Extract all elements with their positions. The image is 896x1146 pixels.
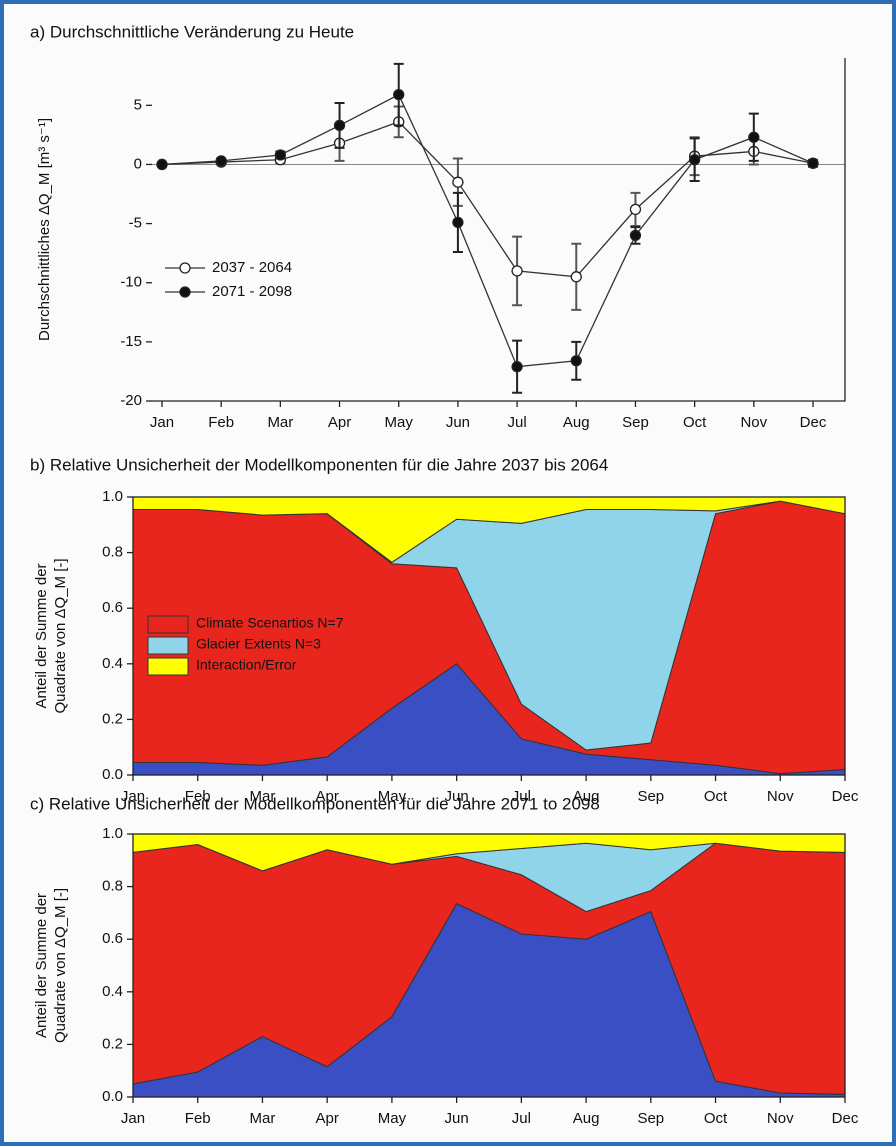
y-tick-label: -5	[129, 215, 142, 232]
x-tick-label: Dec	[832, 788, 859, 805]
legend-swatch	[147, 636, 189, 655]
x-tick-label: Jan	[121, 1110, 145, 1127]
legend-label: 2071 - 2098	[212, 283, 292, 300]
marker	[156, 158, 168, 171]
y-tick-label: 0.8	[102, 878, 123, 895]
x-tick-label: Apr	[328, 414, 351, 431]
x-tick-label: Feb	[185, 1110, 211, 1127]
x-tick-label: Apr	[316, 1110, 339, 1127]
y-tick-label: 0.2	[102, 710, 123, 727]
x-tick-label: Dec	[832, 1110, 859, 1127]
y-tick-label: 0	[134, 155, 142, 172]
x-tick-label: Jul	[507, 414, 526, 431]
x-tick-label: Nov	[740, 414, 767, 431]
y-tick-label: 0.6	[102, 599, 123, 616]
y-axis-label: Durchschnittliches ΔQ_M [m³ s⁻¹]	[36, 118, 53, 341]
marker	[393, 89, 405, 101]
y-tick-label: 0.4	[102, 983, 123, 1000]
x-tick-label: Aug	[573, 1110, 600, 1127]
x-tick-label: May	[378, 1110, 407, 1127]
marker	[215, 155, 227, 167]
x-tick-label: May	[385, 414, 414, 431]
marker	[629, 229, 642, 242]
y-tick-label: 0.8	[102, 544, 123, 561]
x-tick-label: Feb	[208, 414, 234, 431]
legend-label: Glacier Extents N=3	[196, 636, 321, 652]
plot-frame	[151, 57, 846, 402]
x-tick-label: Nov	[767, 1110, 794, 1127]
chart-title: c) Relative Unsicherheit der Modellkompo…	[30, 794, 600, 813]
x-tick-label: Jul	[512, 788, 531, 805]
y-tick-label: 5	[134, 96, 142, 113]
marker	[807, 157, 819, 169]
chart-title: b) Relative Unsicherheit der Modellkompo…	[30, 455, 608, 474]
x-tick-label: Mar	[250, 788, 276, 805]
x-tick-label: May	[378, 788, 407, 805]
y-axis-label: Quadrate von ΔQ_M [-]	[52, 558, 69, 713]
y-tick-label: 1.0	[102, 825, 123, 842]
y-axis-label: Anteil der Summe der	[33, 893, 50, 1038]
y-tick-label: 0.6	[102, 930, 123, 947]
y-tick-label: -20	[120, 392, 142, 409]
chart-title: a) Durchschnittliche Veränderung zu Heut…	[30, 22, 354, 41]
marker	[333, 119, 346, 132]
legend-label: Interaction/Error	[196, 657, 297, 673]
x-tick-label: Oct	[704, 1110, 728, 1127]
x-tick-label: Mar	[267, 414, 293, 431]
series-line	[161, 93, 814, 368]
marker	[452, 216, 464, 229]
legend-swatch	[147, 615, 189, 634]
x-tick-label: Oct	[704, 788, 728, 805]
x-tick-label: Aug	[573, 788, 600, 805]
x-tick-label: Apr	[316, 788, 339, 805]
legend-swatch	[147, 657, 189, 676]
y-tick-label: -10	[120, 274, 142, 291]
y-tick-label: 0.2	[102, 1035, 123, 1052]
x-tick-label: Oct	[683, 414, 707, 431]
legend-label: 2037 - 2064	[212, 259, 292, 276]
x-tick-label: Jan	[121, 788, 145, 805]
x-tick-label: Feb	[185, 788, 211, 805]
y-tick-label: 1.0	[102, 488, 123, 505]
y-tick-label: 0.0	[102, 1088, 123, 1105]
marker	[688, 154, 701, 166]
x-tick-label: Dec	[800, 414, 827, 431]
marker	[452, 176, 464, 188]
y-tick-label: 0.0	[102, 766, 123, 783]
legend-label: Climate Scenartios N=7	[196, 615, 344, 631]
y-tick-label: -15	[120, 333, 142, 350]
x-tick-label: Sep	[637, 1110, 664, 1127]
x-tick-label: Nov	[767, 788, 794, 805]
x-tick-label: Aug	[563, 414, 590, 431]
legend-marker	[179, 286, 191, 298]
marker	[629, 203, 642, 216]
legend-marker	[179, 262, 191, 274]
marker	[570, 355, 582, 367]
y-tick-label: 0.4	[102, 655, 123, 672]
y-axis-label: Anteil der Summe der	[33, 563, 50, 708]
plot-frame	[132, 496, 846, 776]
x-tick-label: Jun	[445, 788, 469, 805]
y-axis-label: Quadrate von ΔQ_M [-]	[52, 888, 69, 1043]
plot-frame	[132, 833, 846, 1098]
marker	[570, 271, 582, 283]
marker	[511, 361, 523, 373]
x-tick-label: Jan	[150, 414, 174, 431]
x-tick-label: Mar	[250, 1110, 276, 1127]
x-tick-label: Sep	[622, 414, 649, 431]
x-tick-label: Jun	[446, 414, 470, 431]
x-tick-label: Jun	[445, 1110, 469, 1127]
x-tick-label: Jul	[512, 1110, 531, 1127]
x-tick-label: Sep	[637, 788, 664, 805]
marker	[748, 131, 760, 143]
marker	[274, 149, 287, 161]
marker	[511, 265, 523, 277]
